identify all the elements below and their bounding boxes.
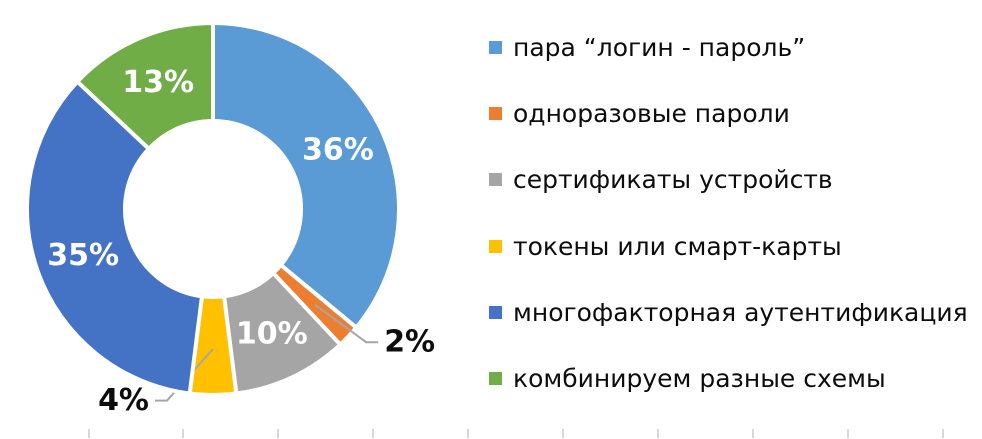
legend-color-swatch bbox=[489, 239, 502, 253]
legend-color-swatch bbox=[489, 305, 502, 319]
slice-percent-label-3: 4% bbox=[98, 383, 149, 418]
legend-item-one-time-passwords[interactable]: одноразовые пароли bbox=[489, 80, 979, 146]
legend-item-device-certificates[interactable]: сертификаты устройств bbox=[489, 147, 979, 213]
ruler-tick bbox=[657, 429, 660, 438]
ruler-tick bbox=[942, 429, 945, 438]
legend-item-label: сертификаты устройств bbox=[513, 165, 833, 195]
legend-item-label: пара “логин - пароль” bbox=[513, 32, 806, 62]
legend-color-swatch bbox=[489, 40, 502, 54]
legend-item-combined-schemes[interactable]: комбинируем разные схемы bbox=[489, 345, 979, 411]
slice-percent-label-2: 10% bbox=[236, 316, 308, 351]
legend-item-label: комбинируем разные схемы bbox=[513, 364, 886, 394]
donut-chart: 36% 2% 10% 4% 35% 13% bbox=[25, 21, 435, 418]
legend-item-label: одноразовые пароли bbox=[513, 98, 790, 128]
legend-color-swatch bbox=[489, 173, 502, 187]
ruler-tick bbox=[752, 429, 755, 438]
slice-percent-label-0: 36% bbox=[302, 133, 374, 168]
slice-percent-label-4: 35% bbox=[47, 238, 119, 273]
legend-item-multifactor-auth[interactable]: многофакторная аутентификация bbox=[489, 279, 979, 345]
legend-item-tokens-smart-cards[interactable]: токены или смарт-карты bbox=[489, 213, 979, 279]
ruler-tick bbox=[562, 429, 565, 438]
leader-line-1 bbox=[314, 303, 379, 344]
legend-item-label: токены или смарт-карты bbox=[513, 231, 842, 261]
legend-item-label: многофакторная аутентификация bbox=[513, 297, 968, 327]
ruler-tick bbox=[847, 429, 850, 438]
slice-percent-label-5: 13% bbox=[122, 65, 194, 100]
donut-slice-5[interactable] bbox=[75, 21, 215, 151]
chart-legend: пара “логин - пароль” одноразовые пароли… bbox=[489, 14, 979, 412]
legend-item-login-password-pair[interactable]: пара “логин - пароль” bbox=[489, 14, 979, 80]
donut-slice-0[interactable] bbox=[211, 21, 401, 330]
legend-color-swatch bbox=[489, 106, 502, 120]
legend-color-swatch bbox=[489, 372, 502, 386]
slice-percent-label-1: 2% bbox=[384, 325, 435, 360]
donut-slice-4[interactable] bbox=[25, 79, 204, 396]
leader-line-3 bbox=[155, 348, 214, 402]
